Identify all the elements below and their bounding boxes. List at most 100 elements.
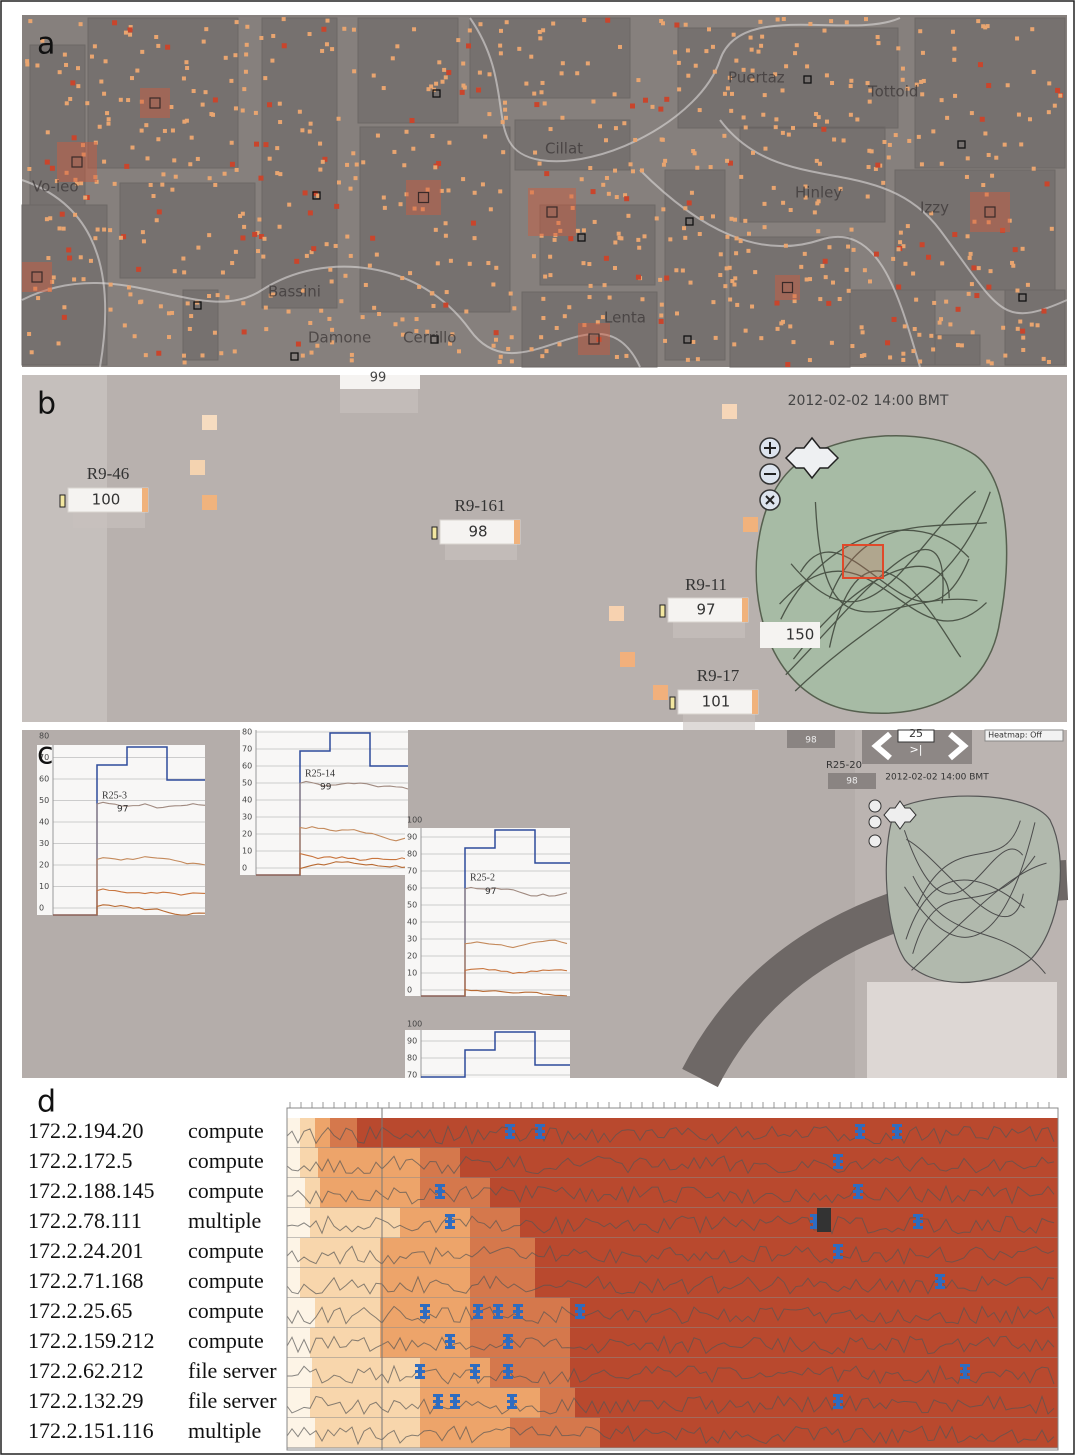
sensor-dot xyxy=(919,80,923,84)
sensor-dot xyxy=(633,138,637,142)
sensor-dot xyxy=(183,360,187,364)
sensor-dot xyxy=(938,321,942,325)
sensor-dot xyxy=(483,135,487,139)
event-marker xyxy=(507,1394,517,1409)
sensor-dot xyxy=(729,109,733,113)
sensor-dot xyxy=(50,166,55,171)
axis-tick: 10 xyxy=(242,847,252,856)
sensor-dot xyxy=(948,322,952,326)
host-ip: 172.2.132.29 xyxy=(28,1388,144,1413)
sensor-dot xyxy=(202,40,206,44)
sensor-dot xyxy=(1045,181,1050,186)
event-marker xyxy=(575,1304,585,1319)
sensor-dot xyxy=(498,189,502,193)
sensor-dot xyxy=(204,27,208,31)
sensor-dot xyxy=(875,163,880,168)
sensor-dot xyxy=(753,270,757,274)
axis-tick: 50 xyxy=(242,779,252,788)
sensor-dot xyxy=(303,190,308,195)
sensor-dot xyxy=(750,48,754,52)
sensor-dot xyxy=(548,273,552,277)
sensor-dot xyxy=(282,43,287,48)
axis-tick: 0 xyxy=(39,904,44,913)
sensor-dot xyxy=(940,162,944,166)
sensor-dot xyxy=(52,275,56,279)
host-ip: 172.2.194.20 xyxy=(28,1118,144,1143)
place-name: Hinley xyxy=(795,184,842,202)
axis-tick: 60 xyxy=(407,884,417,893)
place-name: Bassini xyxy=(268,283,321,301)
sensor-dot xyxy=(383,206,387,210)
sensor-dot xyxy=(917,135,921,139)
sensor-dot xyxy=(808,22,812,26)
sensor-dot xyxy=(896,285,901,290)
sensor-dot xyxy=(568,236,573,241)
sensor-dot xyxy=(155,218,159,222)
sensor-dot xyxy=(492,344,496,348)
sensor-dot xyxy=(614,126,618,130)
place-name: Tottoid xyxy=(867,83,918,101)
event-marker xyxy=(433,1394,443,1409)
sensor-dot xyxy=(675,311,679,315)
sensor-dot xyxy=(541,81,545,85)
sensor-dot xyxy=(901,352,905,356)
sensor-square xyxy=(202,415,217,430)
sensor-dot xyxy=(655,216,659,220)
sensor-dot xyxy=(93,236,97,240)
sensor-dot xyxy=(230,162,235,167)
chart-value: 97 xyxy=(117,805,128,815)
sensor-dot xyxy=(728,266,732,270)
sensor-dot xyxy=(245,43,249,47)
heat-cell xyxy=(570,1298,1058,1328)
sensor-dot xyxy=(763,147,767,151)
sensor-dot xyxy=(784,244,788,248)
sensor-dot xyxy=(72,135,77,140)
sensor-dot xyxy=(586,61,590,65)
station-name: R25-20 xyxy=(826,760,862,771)
sensor-dot xyxy=(146,156,150,160)
sensor-square xyxy=(609,606,624,621)
sensor-dot xyxy=(681,268,685,272)
sensor-dot xyxy=(309,122,313,126)
sensor-dot xyxy=(636,78,640,82)
event-marker xyxy=(833,1394,843,1409)
sensor-dot xyxy=(541,316,545,320)
sensor-dot xyxy=(1003,143,1007,147)
sensor-dot xyxy=(747,232,751,236)
sensor-square xyxy=(722,404,737,419)
sensor-dot xyxy=(25,59,29,63)
panel-box xyxy=(867,982,1057,1078)
sensor-dot xyxy=(308,321,312,325)
timestamp: 2012-02-02 14:00 BMT xyxy=(788,393,949,409)
sensor-dot xyxy=(604,138,608,142)
sensor-dot xyxy=(372,306,376,310)
sensor-dot xyxy=(301,354,305,358)
sensor-dot xyxy=(687,200,692,205)
sensor-dot xyxy=(163,129,167,133)
sensor-dot xyxy=(920,92,924,96)
heat-cell xyxy=(570,1328,1058,1358)
sensor-dot xyxy=(238,214,242,218)
sensor-dot xyxy=(825,120,829,124)
axis-tick: 0 xyxy=(242,864,247,873)
heat-cell xyxy=(470,1268,535,1298)
sensor-dot xyxy=(538,30,542,34)
sensor-dot xyxy=(510,335,514,339)
sensor-dot xyxy=(70,80,75,85)
sensor-dot xyxy=(1032,167,1036,171)
sensor-dot xyxy=(156,44,160,48)
sensor-dot xyxy=(107,117,111,121)
axis-tick: 80 xyxy=(407,1054,417,1063)
sensor-dot xyxy=(364,283,368,287)
sensor-dot xyxy=(742,115,746,119)
sensor-dot xyxy=(538,36,542,40)
sensor-dot xyxy=(759,44,763,48)
sensor-dot xyxy=(549,127,553,131)
event-marker xyxy=(435,1184,445,1199)
sensor-dot xyxy=(917,333,921,337)
sensor-dot xyxy=(698,108,702,112)
sensor-dot xyxy=(820,264,824,268)
sensor-dot xyxy=(372,74,376,78)
sensor-dot xyxy=(781,131,785,135)
sensor-dot xyxy=(1041,309,1046,314)
